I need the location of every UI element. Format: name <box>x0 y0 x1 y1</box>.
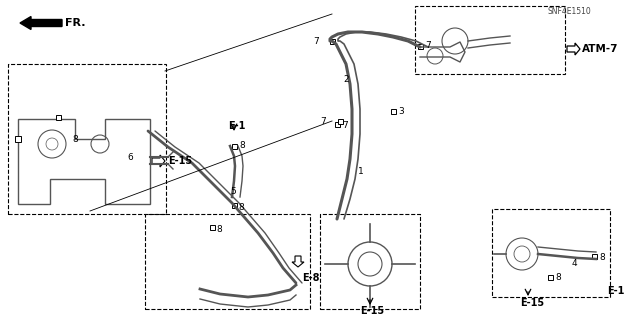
Bar <box>320 214 420 309</box>
Bar <box>335 122 339 127</box>
Text: 8: 8 <box>555 273 561 283</box>
Bar <box>8 64 166 214</box>
Text: 8: 8 <box>216 225 221 234</box>
Text: 8: 8 <box>239 142 244 151</box>
Bar <box>145 214 310 309</box>
Text: 1: 1 <box>358 167 364 175</box>
Text: 5: 5 <box>230 188 236 197</box>
Text: E-1: E-1 <box>607 286 625 296</box>
Bar <box>337 118 342 123</box>
Text: 2: 2 <box>343 75 349 84</box>
Bar <box>547 275 552 279</box>
Bar <box>390 108 396 114</box>
Bar <box>15 136 21 142</box>
Text: FR.: FR. <box>65 18 86 28</box>
Bar <box>232 144 237 149</box>
FancyArrow shape <box>20 17 62 29</box>
Bar <box>209 225 214 229</box>
Bar <box>56 115 61 120</box>
Text: 8: 8 <box>72 135 77 144</box>
Bar <box>415 6 565 74</box>
Text: ATM-7: ATM-7 <box>582 44 618 54</box>
Text: 8: 8 <box>238 203 244 211</box>
Bar <box>492 209 610 297</box>
Text: E-1: E-1 <box>228 121 245 131</box>
Text: 4: 4 <box>572 258 578 268</box>
Text: 7: 7 <box>313 36 319 46</box>
Bar <box>232 203 237 207</box>
Text: 7: 7 <box>342 122 348 130</box>
Text: 6: 6 <box>127 152 132 161</box>
Text: 7: 7 <box>320 116 326 125</box>
Text: SNF4E1510: SNF4E1510 <box>548 6 592 16</box>
Bar <box>591 254 596 258</box>
Text: E-8: E-8 <box>302 273 319 283</box>
Bar <box>417 43 422 48</box>
Text: 8: 8 <box>599 253 605 262</box>
Text: 3: 3 <box>398 107 404 115</box>
Bar <box>330 39 335 43</box>
Text: E-15: E-15 <box>520 298 544 308</box>
Text: E-15: E-15 <box>360 306 384 316</box>
Text: 7: 7 <box>425 41 431 50</box>
Text: E-15: E-15 <box>168 156 192 166</box>
